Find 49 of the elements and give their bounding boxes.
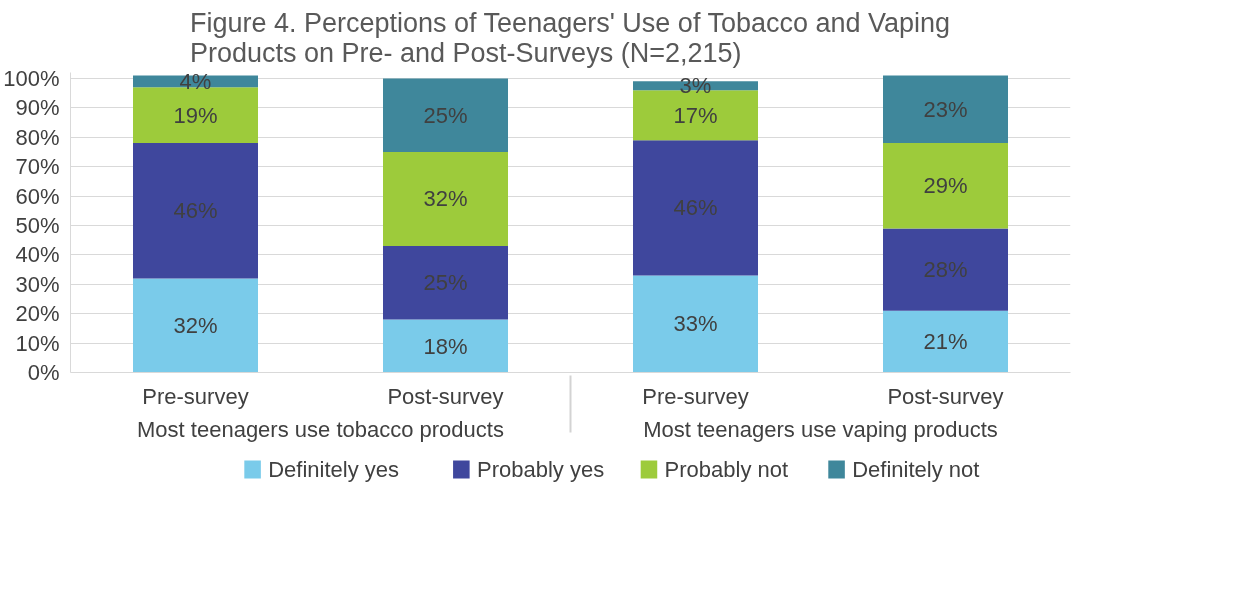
data-label: 46% [673, 195, 718, 221]
y-tick-label: 100% [3, 65, 60, 91]
bar [383, 319, 508, 373]
data-label: 33% [673, 311, 718, 337]
legend-label: Probably yes [476, 457, 605, 482]
y-tick-label: 30% [15, 271, 60, 297]
data-label: 25% [423, 270, 468, 296]
y-tick-label: 60% [15, 183, 60, 209]
bar [883, 310, 1008, 373]
y-tick-label: 70% [15, 154, 60, 180]
bar [133, 143, 258, 279]
y-tick-label: 90% [15, 95, 60, 121]
bar [133, 87, 258, 144]
text: Most teenagers use vaping products [643, 416, 998, 442]
bar [633, 140, 758, 276]
bar [883, 143, 1008, 229]
bar [133, 278, 258, 373]
y-tick-label: 40% [15, 242, 60, 268]
text: Most teenagers use tobacco products [137, 416, 504, 442]
bar [383, 78, 508, 152]
data-label: 21% [923, 329, 968, 355]
x-tick-label: Post-survey [887, 383, 1004, 409]
bar [883, 228, 1008, 311]
data-label: 25% [423, 102, 468, 128]
data-label: 18% [423, 333, 468, 359]
bar [383, 246, 508, 320]
data-label: 32% [173, 312, 218, 338]
legend-label: Definitely yes [268, 457, 400, 482]
data-label: 28% [923, 257, 968, 283]
bar [383, 151, 508, 247]
x-tick-label: Post-survey [387, 383, 504, 409]
y-tick-label: 10% [15, 330, 60, 356]
bar [633, 275, 758, 373]
legend-label: Probably not [664, 457, 789, 482]
data-label: 29% [923, 173, 968, 199]
x-tick-label: Pre-survey [142, 383, 249, 409]
x-tick-label: Pre-survey [642, 383, 749, 409]
data-label: 32% [423, 186, 468, 212]
y-tick-label: 0% [27, 360, 60, 385]
data-label: 19% [173, 102, 218, 128]
bar [883, 75, 1008, 144]
y-tick-label: 20% [15, 301, 60, 327]
legend-label: Definitely not [852, 457, 980, 482]
chart-title: Figure 4. Perceptions of Teenagers' Use of Tobacco and Vaping Products on Pre- and Post-Surveys (N=2,215) [189, 7, 951, 68]
data-label: 23% [923, 96, 968, 122]
y-tick-label: 50% [15, 212, 60, 238]
data-label: 46% [173, 198, 218, 224]
y-tick-label: 80% [15, 124, 60, 150]
data-label: 17% [673, 102, 718, 128]
